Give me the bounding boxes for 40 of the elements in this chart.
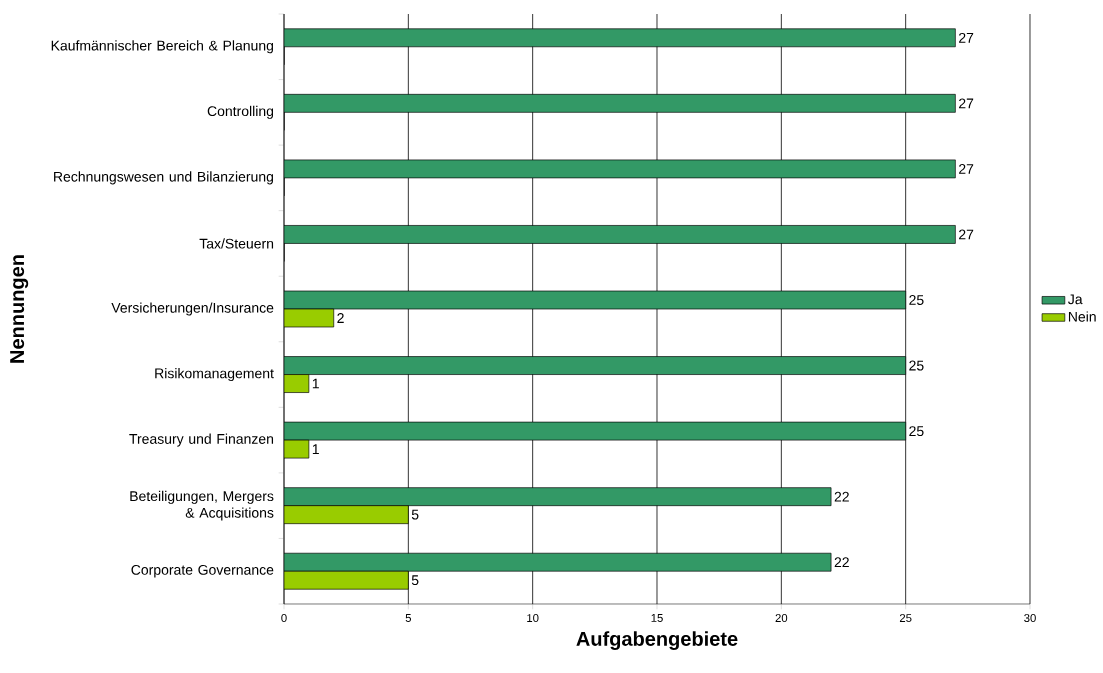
- legend-label: Nein: [1068, 311, 1096, 322]
- data-label: 2: [337, 313, 344, 323]
- data-label: 1: [312, 444, 319, 454]
- y-tick-label: Treasury und Finanzen: [129, 433, 274, 447]
- data-label: 27: [959, 164, 974, 174]
- y-tick-label: Kaufmännischer Bereich & Planung: [51, 40, 273, 54]
- x-axis-title: Aufgabengebiete: [576, 631, 738, 650]
- y-tick-label: Risikomanagement: [155, 368, 274, 382]
- bar: [284, 356, 906, 375]
- data-label: 27: [959, 32, 974, 43]
- data-label: 5: [411, 509, 419, 520]
- data-label: 22: [834, 491, 849, 502]
- x-tick-label: 5: [405, 614, 412, 622]
- data-label: 25: [909, 295, 924, 305]
- x-tick-label: 0: [281, 614, 287, 623]
- data-label: 22: [834, 557, 849, 568]
- data-label: 27: [959, 98, 974, 109]
- x-tick-label: 15: [651, 614, 663, 622]
- bar: [284, 487, 832, 506]
- y-tick-label: Controlling: [207, 105, 274, 119]
- y-axis-title: Nennungen: [10, 255, 29, 363]
- x-tick-label: 20: [775, 614, 788, 623]
- data-label: 25: [909, 360, 924, 371]
- bar: [284, 225, 956, 244]
- x-tick-label: 10: [527, 614, 539, 623]
- legend-label: Ja: [1068, 294, 1083, 305]
- y-tick-label: Versicherungen/Insurance: [111, 302, 274, 316]
- y-tick-label: Rechnungswesen und Bilanzierung: [54, 171, 273, 185]
- x-tick-label: 30: [1024, 614, 1036, 623]
- bar: [284, 28, 956, 48]
- x-tick-label: 25: [899, 614, 912, 623]
- data-label: 1: [312, 378, 319, 389]
- data-label: 27: [959, 229, 974, 240]
- data-label: 5: [411, 575, 419, 586]
- y-tick-label: Corporate Governance: [131, 564, 274, 578]
- bar: [284, 94, 956, 113]
- y-tick-label: Tax/Steuern: [199, 238, 274, 249]
- bar: [284, 552, 832, 572]
- data-label: 25: [909, 426, 924, 437]
- y-tick-label: Beteiligungen, Mergers & Acquisitions: [130, 490, 274, 521]
